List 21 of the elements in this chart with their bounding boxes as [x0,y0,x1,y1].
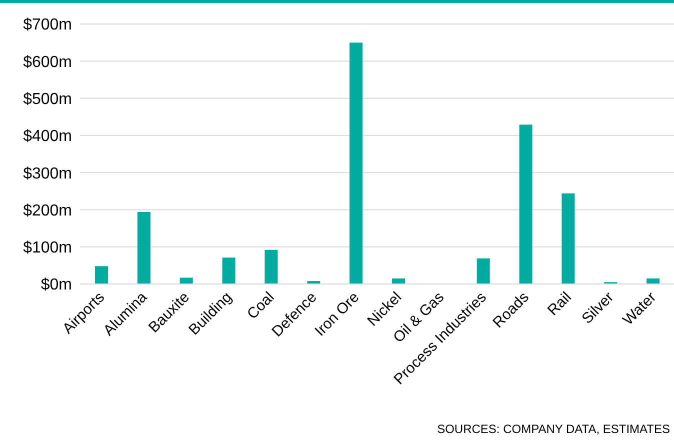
y-tick-label: $700m [23,16,72,34]
y-tick-label: $300m [23,165,72,182]
bar [95,266,108,284]
y-tick-label: $0m [40,276,72,294]
bar [392,278,405,284]
y-tick-label: $500m [23,90,72,108]
bar [476,258,490,284]
bar [350,42,363,284]
bar [519,124,532,284]
bar [264,250,278,284]
source-note: SOURCES: COMPANY DATA, ESTIMATES [437,422,670,436]
bar [137,212,150,284]
y-tick-label: $600m [23,54,72,71]
x-tick-label: Rail [544,288,575,320]
bar [180,278,193,284]
y-tick-label: $400m [23,128,72,146]
y-tick-label: $200m [23,202,72,220]
y-tick-label: $100m [23,240,72,257]
bar [222,258,236,284]
bar [646,278,660,284]
bar [562,193,575,284]
